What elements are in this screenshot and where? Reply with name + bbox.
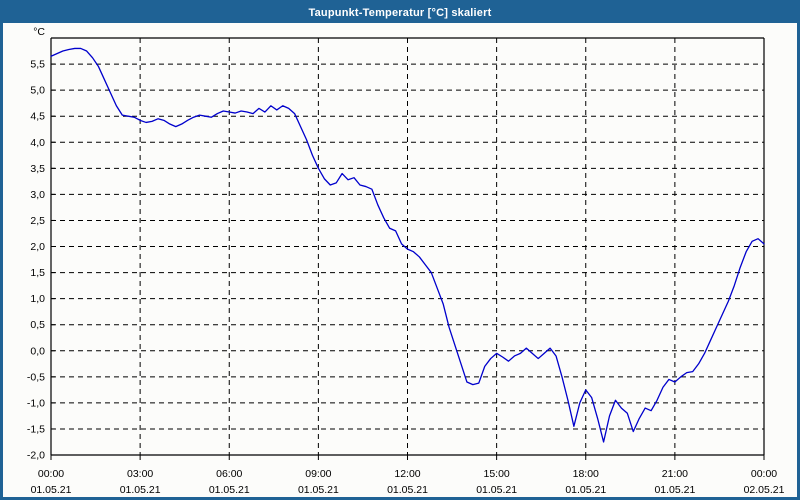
y-tick-label: 2,5 <box>30 215 45 227</box>
x-axis-labels: 00:00 01.05.21 03:00 01.05.21 06:00 01.05.21 0… <box>31 468 785 496</box>
y-tick-label: 1,5 <box>30 267 45 279</box>
y-tick-label: -1,0 <box>27 397 45 409</box>
x-tick-time-label: 00:00 <box>751 468 777 480</box>
x-tick-date-label: 01.05.21 <box>476 484 517 496</box>
x-tick-time-label: 06:00 <box>216 468 242 480</box>
x-tick-time-label: 18:00 <box>573 468 599 480</box>
y-axis-labels: 5,5 5,0 4,5 4,0 3,5 3,0 2,5 2,0 1,5 1,0 0,5 0,0 -0,5… <box>27 59 45 462</box>
y-tick-label: 4,5 <box>30 111 45 123</box>
y-axis-unit-label: °C <box>33 26 45 38</box>
grid-lines <box>51 38 764 456</box>
y-tick-label: 3,0 <box>30 189 45 201</box>
y-tick-label: 2,0 <box>30 241 45 253</box>
x-tick-date-label: 01.05.21 <box>120 484 161 496</box>
x-tick-date-label: 01.05.21 <box>209 484 250 496</box>
series-line <box>50 47 765 443</box>
x-tick-date-label: 01.05.21 <box>387 484 428 496</box>
y-tick-label: -0,5 <box>27 371 45 383</box>
line-chart: 5,5 5,0 4,5 4,0 3,5 3,0 2,5 2,0 1,5 1,0 0,5 0,0 -0,5… <box>27 26 785 496</box>
axes <box>50 37 765 460</box>
y-tick-label: -2,0 <box>27 450 45 462</box>
data-series <box>50 47 765 443</box>
y-tick-label: 1,0 <box>30 293 45 305</box>
x-tick-date-label: 01.05.21 <box>654 484 695 496</box>
y-tick-label: 0,0 <box>30 345 45 357</box>
x-tick-date-label: 02.05.21 <box>744 484 785 496</box>
x-tick-time-label: 09:00 <box>305 468 331 480</box>
window-title-bar: Taupunkt-Temperatur [°C] skaliert <box>3 3 797 23</box>
plot-area: 5,5 5,0 4,5 4,0 3,5 3,0 2,5 2,0 1,5 1,0 0,5 0,0 -0,5… <box>3 23 797 497</box>
x-tick-time-label: 00:00 <box>38 468 64 480</box>
x-tick-time-label: 21:00 <box>662 468 688 480</box>
x-tick-time-label: 12:00 <box>394 468 420 480</box>
y-tick-label: 5,0 <box>30 85 45 97</box>
x-tick-time-label: 15:00 <box>483 468 509 480</box>
x-tick-date-label: 01.05.21 <box>565 484 606 496</box>
page-title: Taupunkt-Temperatur [°C] skaliert <box>308 7 492 19</box>
y-tick-label: 4,0 <box>30 137 45 149</box>
y-tick-label: -1,5 <box>27 423 45 435</box>
x-tick-time-label: 03:00 <box>127 468 153 480</box>
x-tick-date-label: 01.05.21 <box>31 484 72 496</box>
x-tick-date-label: 01.05.21 <box>298 484 339 496</box>
y-tick-label: 0,5 <box>30 319 45 331</box>
y-tick-label: 3,5 <box>30 163 45 175</box>
y-tick-label: 5,5 <box>30 59 45 71</box>
